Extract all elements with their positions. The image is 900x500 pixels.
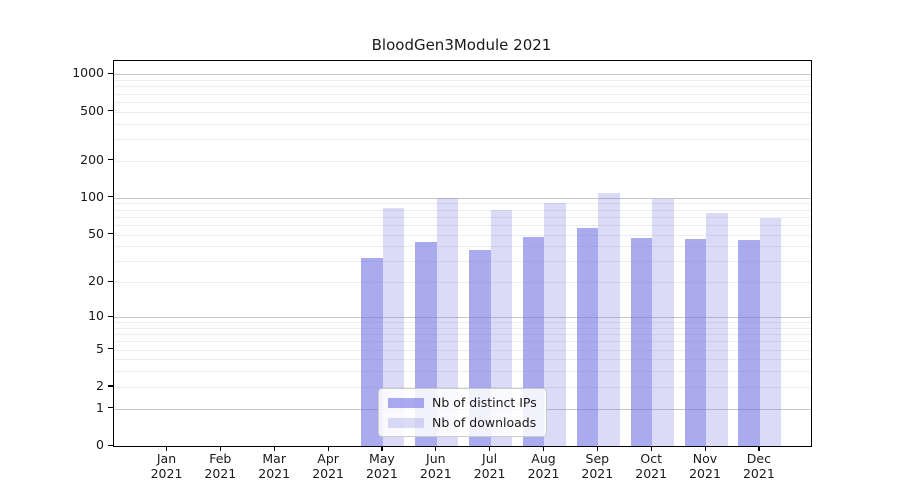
y-tick-mark-5 bbox=[108, 348, 113, 350]
y-tick-mark-200 bbox=[108, 159, 113, 161]
legend-swatch-downloads-icon bbox=[388, 417, 424, 428]
bar-nb-of-downloads-may-2021 bbox=[382, 208, 405, 446]
x-tick-mark-apr-2021 bbox=[327, 446, 329, 451]
y-tick-mark-500 bbox=[108, 110, 113, 112]
minor-gridline-600 bbox=[114, 101, 811, 103]
x-tick-label-dec-2021: Dec 2021 bbox=[742, 451, 775, 481]
x-tick-label-sep-2021: Sep 2021 bbox=[581, 451, 614, 481]
minor-gridline-300 bbox=[114, 139, 811, 140]
minor-gridline-4 bbox=[114, 359, 811, 361]
y-tick-label-0: 0 bbox=[96, 437, 104, 452]
minor-gridline-5 bbox=[114, 349, 811, 351]
minor-gridline-2 bbox=[114, 386, 811, 388]
bar-nb-of-downloads-jun-2021 bbox=[436, 197, 459, 446]
minor-gridline-6 bbox=[114, 341, 811, 343]
x-tick-mark-jan-2021 bbox=[166, 446, 168, 451]
x-tick-mark-nov-2021 bbox=[704, 446, 706, 451]
bar-nb-of-downloads-nov-2021 bbox=[706, 213, 728, 446]
x-tick-mark-dec-2021 bbox=[758, 446, 760, 451]
minor-gridline-500 bbox=[114, 111, 811, 113]
legend-label-downloads: Nb of downloads bbox=[432, 415, 537, 430]
x-tick-mark-may-2021 bbox=[381, 446, 383, 451]
minor-gridline-9 bbox=[114, 322, 811, 324]
y-tick-label-1: 1 bbox=[96, 399, 104, 415]
bar-nb-of-distinct-ips-may-2021 bbox=[361, 257, 383, 446]
x-tick-mark-feb-2021 bbox=[219, 446, 221, 451]
x-tick-label-nov-2021: Nov 2021 bbox=[689, 451, 721, 481]
minor-gridline-400 bbox=[114, 123, 811, 125]
minor-gridline-8 bbox=[114, 327, 811, 329]
chart-title: BloodGen3Module 2021 bbox=[371, 36, 552, 54]
minor-gridline-50 bbox=[114, 234, 811, 236]
minor-gridline-70 bbox=[114, 216, 811, 218]
y-tick-mark-50 bbox=[108, 233, 113, 235]
y-tick-label-20: 20 bbox=[88, 273, 104, 289]
x-tick-label-feb-2021: Feb 2021 bbox=[204, 451, 237, 481]
bar-nb-of-downloads-jul-2021 bbox=[490, 210, 513, 446]
bar-nb-of-downloads-sep-2021 bbox=[598, 192, 620, 446]
y-tick-label-10: 10 bbox=[88, 308, 104, 323]
minor-gridline-900 bbox=[114, 80, 811, 81]
bar-nb-of-downloads-oct-2021 bbox=[652, 199, 674, 446]
legend-label-distinct-ips: Nb of distinct IPs bbox=[432, 395, 537, 410]
y-tick-label-200: 200 bbox=[80, 151, 104, 167]
minor-gridline-3 bbox=[114, 371, 811, 373]
legend-entry-downloads: Nb of downloads bbox=[388, 415, 537, 430]
legend-swatch-distinct-ips-icon bbox=[388, 397, 424, 408]
bar-nb-of-distinct-ips-oct-2021 bbox=[630, 237, 653, 446]
minor-gridline-20 bbox=[114, 282, 811, 284]
major-gridline-10 bbox=[114, 317, 811, 318]
minor-gridline-800 bbox=[114, 86, 811, 88]
y-tick-mark-0 bbox=[108, 444, 113, 446]
y-tick-label-1000: 1000 bbox=[72, 65, 104, 81]
x-tick-mark-oct-2021 bbox=[650, 446, 652, 451]
minor-gridline-80 bbox=[114, 209, 811, 211]
y-tick-mark-2 bbox=[108, 385, 113, 387]
minor-gridline-700 bbox=[114, 93, 811, 95]
x-tick-label-mar-2021: Mar 2021 bbox=[258, 451, 291, 481]
x-tick-label-oct-2021: Oct 2021 bbox=[635, 451, 668, 481]
legend: Nb of distinct IPs Nb of downloads bbox=[378, 388, 547, 437]
x-tick-label-aug-2021: Aug 2021 bbox=[527, 451, 560, 481]
major-gridline-1000 bbox=[114, 74, 811, 76]
y-tick-label-2: 2 bbox=[96, 377, 104, 393]
minor-gridline-7 bbox=[114, 334, 811, 336]
major-gridline-100 bbox=[114, 197, 811, 199]
y-tick-mark-20 bbox=[108, 280, 113, 282]
y-tick-label-100: 100 bbox=[80, 188, 104, 204]
bar-nb-of-downloads-aug-2021 bbox=[544, 203, 566, 446]
x-tick-label-apr-2021: Apr 2021 bbox=[312, 451, 344, 481]
x-tick-label-jul-2021: Jul 2021 bbox=[473, 451, 506, 481]
y-tick-mark-10 bbox=[108, 315, 113, 317]
bar-nb-of-distinct-ips-nov-2021 bbox=[684, 238, 706, 446]
x-tick-label-jan-2021: Jan 2021 bbox=[150, 451, 183, 481]
y-tick-mark-100 bbox=[108, 196, 113, 198]
x-tick-mark-jul-2021 bbox=[489, 446, 491, 451]
minor-gridline-200 bbox=[114, 160, 811, 162]
y-tick-mark-1 bbox=[108, 407, 113, 409]
y-tick-label-500: 500 bbox=[80, 102, 104, 118]
y-tick-label-50: 50 bbox=[88, 225, 104, 241]
y-tick-label-5: 5 bbox=[96, 340, 104, 356]
x-tick-mark-jun-2021 bbox=[435, 446, 437, 451]
minor-gridline-40 bbox=[114, 246, 811, 248]
bar-nb-of-distinct-ips-dec-2021 bbox=[738, 240, 760, 446]
minor-gridline-60 bbox=[114, 224, 811, 226]
legend-entry-distinct-ips: Nb of distinct IPs bbox=[388, 395, 537, 410]
y-tick-mark-1000 bbox=[108, 72, 113, 74]
x-tick-mark-mar-2021 bbox=[273, 446, 275, 451]
x-tick-mark-sep-2021 bbox=[596, 446, 598, 451]
minor-gridline-30 bbox=[114, 261, 811, 263]
bar-nb-of-downloads-dec-2021 bbox=[759, 218, 782, 446]
x-tick-label-may-2021: May 2021 bbox=[365, 451, 398, 481]
bar-nb-of-distinct-ips-sep-2021 bbox=[576, 227, 599, 446]
x-tick-label-jun-2021: Jun 2021 bbox=[419, 451, 452, 481]
x-tick-mark-aug-2021 bbox=[543, 446, 545, 451]
minor-gridline-90 bbox=[114, 203, 811, 205]
